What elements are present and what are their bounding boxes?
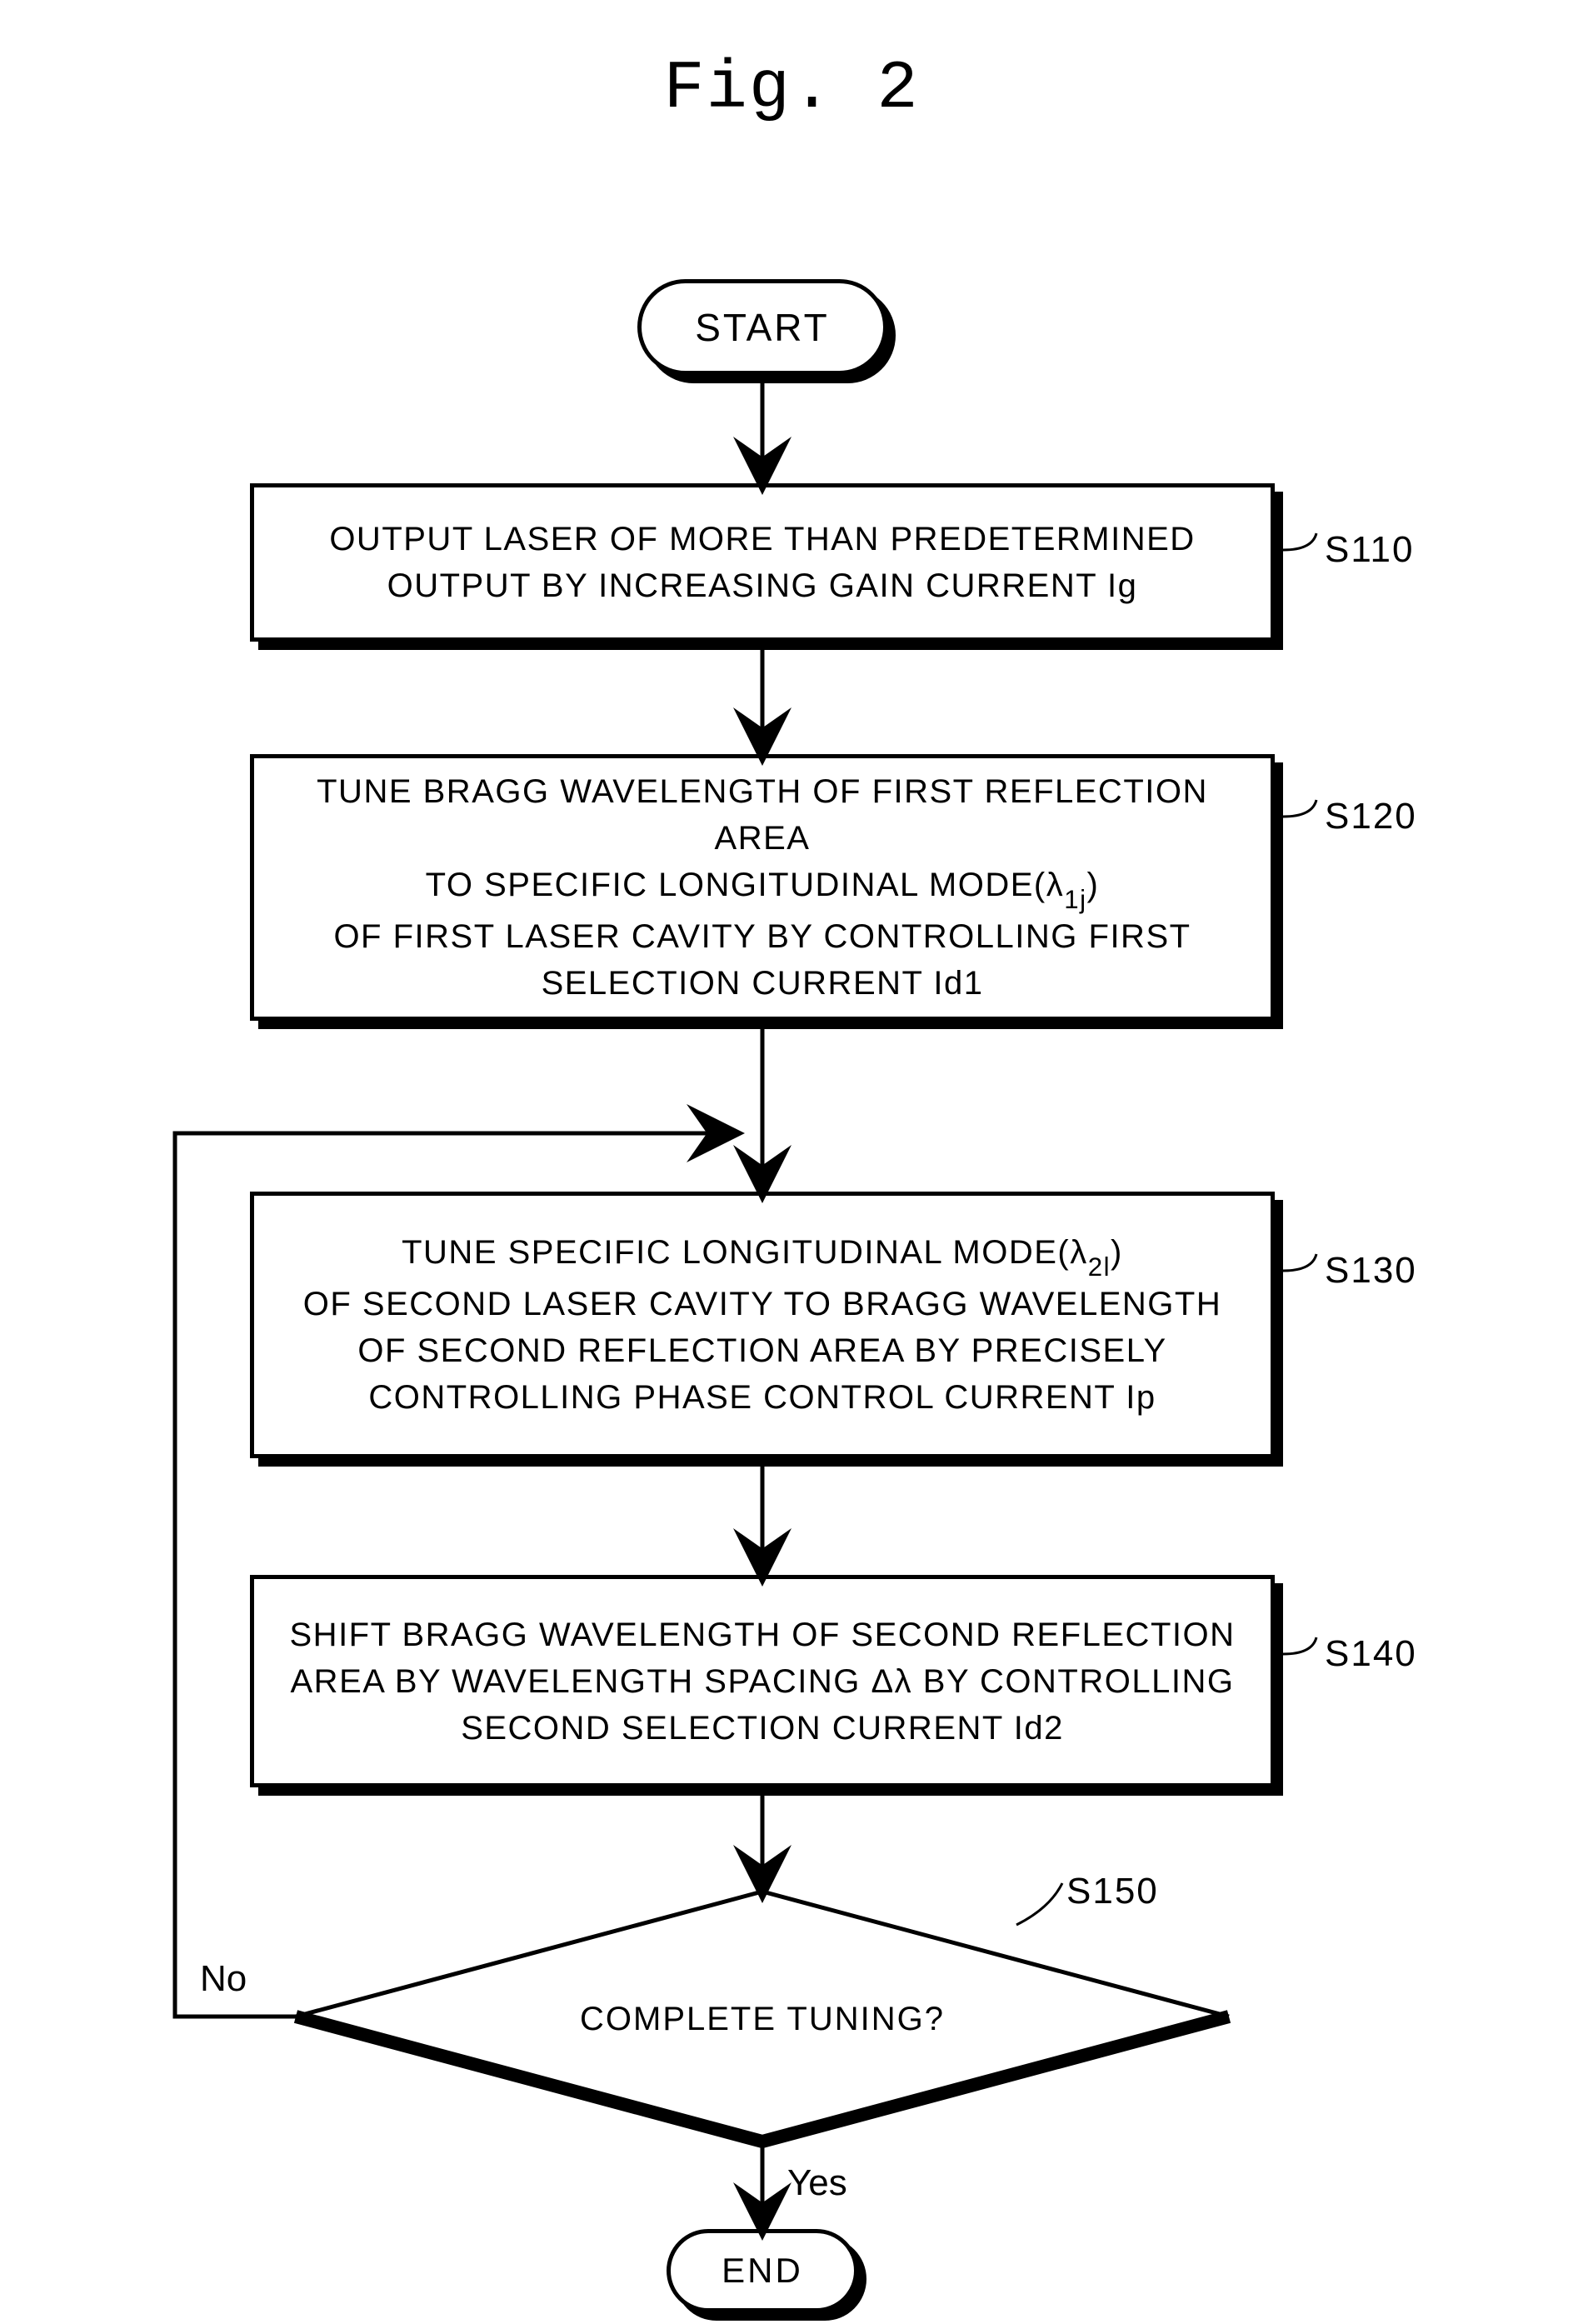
s110-text: OUTPUT LASER OF MORE THAN PREDETERMINEDO…: [329, 516, 1195, 609]
s150-label: S150: [1066, 1871, 1159, 1912]
s120-label: S120: [1325, 796, 1417, 837]
s140-box: SHIFT BRAGG WAVELENGTH OF SECOND REFLECT…: [250, 1575, 1275, 1787]
s150-diamond: [296, 1892, 1229, 2142]
flowchart-canvas: Fig. 2 START OUTPUT LASER OF MORE THAN P…: [0, 0, 1583, 2324]
s110-box: OUTPUT LASER OF MORE THAN PREDETERMINEDO…: [250, 483, 1275, 642]
edge-yes-label: Yes: [787, 2162, 847, 2204]
leader-s140: [1283, 1637, 1316, 1654]
start-node-text: START: [695, 305, 830, 350]
s120-box: TUNE BRAGG WAVELENGTH OF FIRST REFLECTIO…: [250, 754, 1275, 1021]
s150-text: COMPLETE TUNING?: [580, 2001, 945, 2037]
start-node: START: [637, 279, 887, 375]
end-node: END: [667, 2229, 858, 2312]
edge-no-label: No: [200, 1958, 247, 2000]
figure-title: Fig. 2: [0, 50, 1583, 127]
s140-label: S140: [1325, 1633, 1417, 1675]
s110-label: S110: [1325, 529, 1415, 571]
s120-text: TUNE BRAGG WAVELENGTH OF FIRST REFLECTIO…: [287, 768, 1237, 1007]
s130-label: S130: [1325, 1250, 1417, 1292]
s130-box: TUNE SPECIFIC LONGITUDINAL MODE(λ2l)OF S…: [250, 1192, 1275, 1458]
end-node-text: END: [722, 2251, 803, 2291]
leader-s130: [1283, 1254, 1316, 1271]
s130-text: TUNE SPECIFIC LONGITUDINAL MODE(λ2l)OF S…: [303, 1229, 1221, 1421]
leader-s110: [1283, 533, 1316, 550]
leader-s150: [1016, 1883, 1062, 1925]
s140-text: SHIFT BRAGG WAVELENGTH OF SECOND REFLECT…: [290, 1612, 1236, 1752]
leader-s120: [1283, 800, 1316, 817]
